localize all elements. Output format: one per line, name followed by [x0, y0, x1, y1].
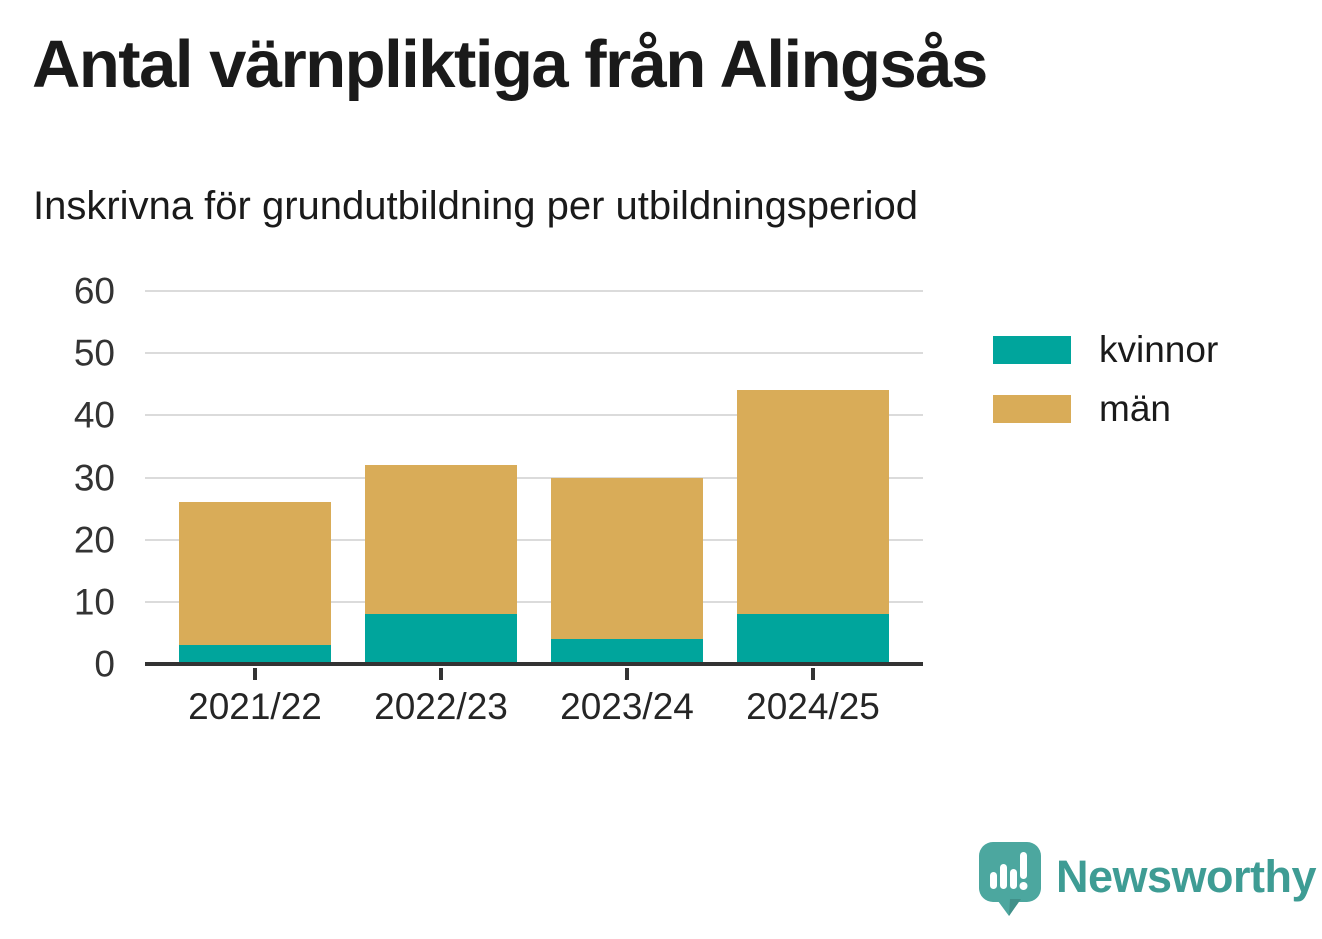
- chart-title: Antal värnpliktiga från Alingsås: [32, 27, 988, 102]
- chart-subtitle: Inskrivna för grundutbildning per utbild…: [33, 184, 918, 228]
- y-tick-label: 20: [73, 519, 115, 561]
- bar-segment-män: [179, 502, 331, 646]
- bar-segment-män: [365, 465, 517, 615]
- legend-swatch: [993, 394, 1071, 423]
- x-tick-mark: [439, 668, 443, 680]
- gridline: [145, 600, 923, 603]
- y-tick-label: 50: [73, 332, 115, 374]
- y-tick-label: 0: [94, 643, 115, 685]
- legend-item-män: män: [993, 388, 1218, 431]
- y-tick-label: 60: [73, 270, 115, 312]
- bar-group-2023-24: 2023/24: [551, 291, 703, 727]
- x-tick-label: 2021/22: [188, 686, 322, 727]
- gridline: [145, 538, 923, 541]
- x-axis-line: [145, 662, 923, 666]
- legend-swatch: [993, 336, 1071, 365]
- bar-segment-män: [551, 477, 703, 640]
- bar-segment-kvinnor: [365, 614, 517, 664]
- bars-row: 2021/22 2022/23 2023/24 2024/25: [145, 291, 923, 727]
- x-tick-label: 2022/23: [374, 686, 508, 727]
- x-tick-label: 2023/24: [560, 686, 694, 727]
- x-tick-mark: [625, 668, 629, 680]
- gridline: [145, 476, 923, 479]
- x-tick-label: 2024/25: [746, 686, 880, 727]
- speech-bubble-chart-icon: [979, 842, 1041, 916]
- bar-group-2021-22: 2021/22: [179, 291, 331, 727]
- x-tick-mark: [253, 668, 257, 680]
- bar-segment-kvinnor: [551, 639, 703, 664]
- bar-group-2022-23: 2022/23: [365, 291, 517, 727]
- legend-item-kvinnor: kvinnor: [993, 329, 1218, 372]
- y-axis-labels: 0 10 20 30 40 50 60: [0, 273, 115, 683]
- gridline: [145, 352, 923, 355]
- logo-text: Newsworthy: [1056, 850, 1317, 902]
- y-tick-label: 10: [73, 581, 115, 623]
- gridline: [145, 414, 923, 417]
- gridline: [145, 290, 923, 292]
- bar-segment-män: [737, 390, 889, 615]
- x-tick-mark: [811, 668, 815, 680]
- legend: kvinnor män: [993, 329, 1218, 446]
- y-tick-label: 30: [73, 457, 115, 498]
- newsworthy-logo: Newsworthy: [978, 841, 1317, 919]
- bar-segment-kvinnor: [179, 645, 331, 664]
- legend-label: män: [1099, 387, 1171, 429]
- bar-group-2024-25: 2024/25: [737, 291, 889, 727]
- plot-area: 2021/22 2022/23 2023/24 2024/25: [145, 290, 923, 727]
- y-tick-label: 40: [73, 394, 115, 436]
- bar-segment-kvinnor: [737, 614, 889, 664]
- legend-label: kvinnor: [1099, 329, 1219, 370]
